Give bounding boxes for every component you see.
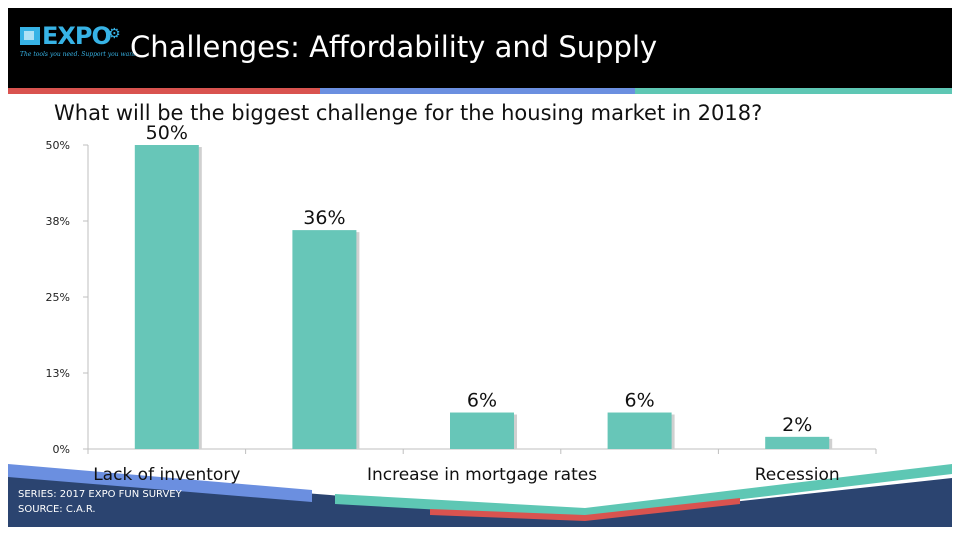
survey-question: What will be the biggest challenge for t… — [54, 101, 763, 125]
flag-icon — [20, 27, 40, 45]
bar — [292, 230, 357, 449]
slide-title: Challenges: Affordability and Supply — [130, 30, 658, 64]
expo-logo: EXPO ⚙ The tools you need. Support you w… — [20, 22, 137, 70]
footer-red-ribbon — [430, 498, 740, 521]
accent-stripe — [8, 88, 952, 95]
x-tick-label: Increase in mortgage rates — [367, 465, 597, 485]
bar — [607, 412, 672, 449]
data-label: 6% — [467, 390, 497, 412]
accent-segment-red — [8, 88, 320, 94]
logo-tagline: The tools you need. Support you want. — [20, 51, 138, 58]
data-label: 50% — [146, 122, 188, 144]
accent-segment-blue — [320, 88, 635, 94]
accent-segment-teal — [635, 88, 952, 94]
data-label: 6% — [625, 390, 655, 412]
footer-blue-ribbon — [8, 464, 312, 502]
x-tick-label: Lack of inventory — [93, 465, 240, 485]
footer-series-text: SERIES: 2017 EXPO FUN SURVEY — [18, 489, 182, 500]
x-tick-label: Recession — [755, 465, 840, 485]
data-label: 36% — [303, 207, 345, 229]
y-tick-label: 25% — [46, 291, 70, 304]
bar — [765, 436, 830, 449]
header-bar: EXPO ⚙ The tools you need. Support you w… — [8, 8, 952, 88]
y-tick-label: 38% — [46, 215, 70, 228]
footer-teal-ribbon — [335, 464, 952, 518]
bar — [134, 145, 199, 449]
data-label: 2% — [782, 414, 812, 436]
gear-icon: ⚙ — [108, 26, 121, 42]
y-tick-label: 50% — [46, 139, 70, 152]
footer-source-text: SOURCE: C.A.R. — [18, 504, 96, 515]
y-tick-label: 0% — [53, 443, 70, 456]
logo-text: EXPO — [42, 22, 112, 50]
y-tick-label: 13% — [46, 367, 70, 380]
bar — [450, 412, 514, 449]
footer-navy-band — [8, 470, 952, 527]
